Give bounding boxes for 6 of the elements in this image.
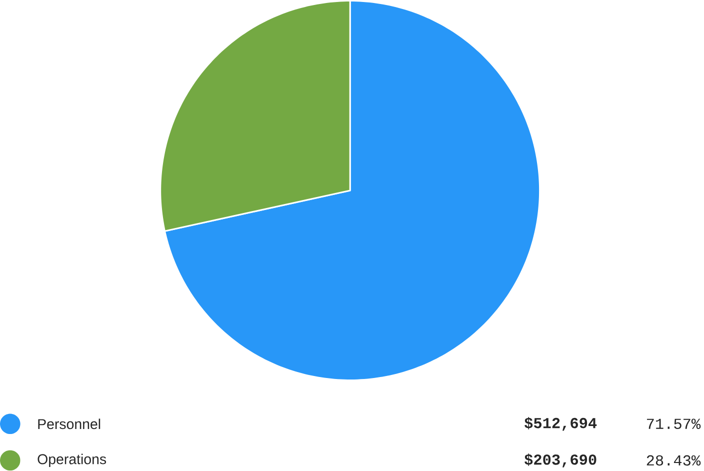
data-label: $203,690 <box>524 454 596 468</box>
data-label: $512,694 <box>524 417 597 431</box>
legend-label: Personnel <box>38 418 100 430</box>
text: 28.43% <box>646 455 701 466</box>
text: 71.57% <box>646 418 701 430</box>
legend-label: Operations <box>38 454 106 468</box>
